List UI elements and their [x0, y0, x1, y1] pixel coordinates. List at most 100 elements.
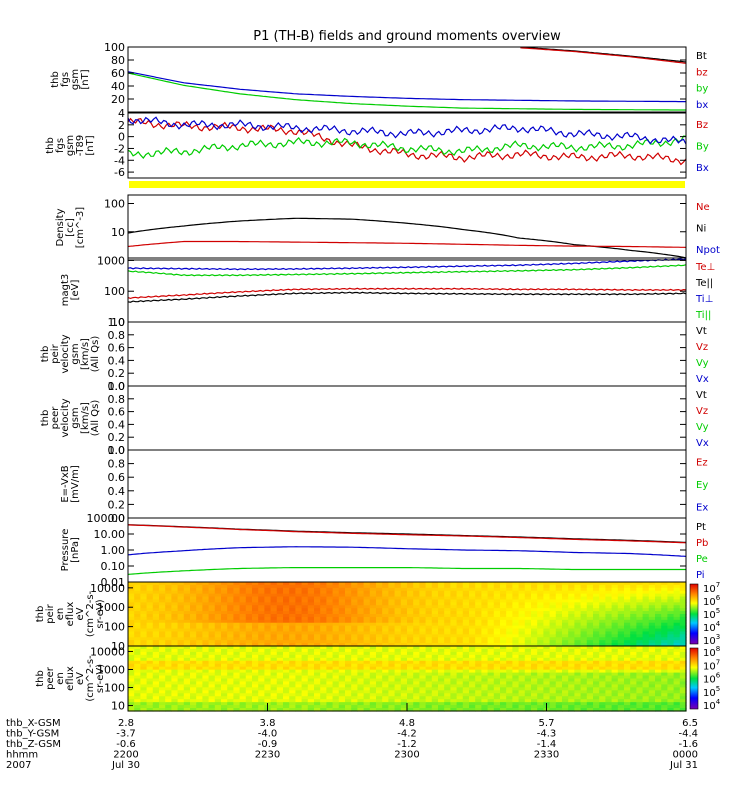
spec-cell: [338, 584, 346, 589]
spec-cell: [599, 643, 606, 647]
spec-cell: [549, 619, 557, 624]
spec-cell: [307, 690, 315, 694]
spec-cell: [444, 705, 451, 709]
ylabel-density-line: [cc]: [65, 218, 76, 237]
spec-cell: [289, 596, 296, 601]
spec-cell: [593, 599, 600, 603]
spec-cell: [605, 637, 613, 641]
spec-cell: [475, 637, 482, 641]
ytick-label: 10.00: [94, 528, 126, 541]
spec-cell: [456, 599, 464, 603]
spec-cell: [605, 640, 613, 644]
spec-cell: [314, 643, 321, 647]
spec-cell: [531, 663, 538, 668]
xtick-label: 4.8: [399, 718, 415, 729]
spec-cell: [450, 602, 458, 606]
spec-cell: [227, 678, 234, 683]
spec-cell: [196, 640, 203, 644]
spec-cell: [252, 681, 259, 685]
spec-cell: [345, 611, 352, 615]
spec-cell: [617, 681, 625, 685]
panel-frame-fgs: [127, 46, 687, 113]
spec-cell: [506, 684, 513, 688]
spec-cell: [636, 608, 644, 612]
spec-cell: [345, 646, 352, 650]
ytick-label: 4: [118, 107, 125, 120]
spec-cell: [642, 663, 650, 668]
spec-cell: [394, 684, 402, 688]
spec-cell: [369, 584, 377, 589]
spec-cell: [214, 646, 222, 650]
spec-cell: [332, 587, 340, 592]
spec-cell: [233, 593, 241, 598]
spec-cell: [679, 693, 687, 697]
spec-cell: [574, 681, 582, 685]
spec-cell: [289, 590, 296, 595]
spec-cell: [177, 660, 185, 665]
spec-cell: [394, 681, 402, 685]
spec-cell: [276, 705, 284, 709]
spec-cell: [450, 690, 458, 694]
spec-cell: [475, 690, 482, 694]
spec-cell: [624, 614, 631, 618]
spec-cell: [394, 675, 402, 680]
ytick-label: 0.4: [108, 354, 126, 367]
spec-cell: [425, 614, 433, 618]
spec-cell: [140, 622, 148, 627]
spec-cell: [351, 619, 358, 624]
spec-cell: [369, 605, 377, 609]
spec-cell: [537, 602, 544, 606]
spec-cell: [493, 637, 501, 641]
spec-cell: [338, 696, 346, 700]
spec-cell: [314, 648, 321, 653]
spec-cell: [376, 693, 383, 697]
spec-cell: [208, 608, 216, 612]
spec-cell: [140, 705, 148, 709]
spec-cell: [673, 678, 681, 683]
spec-cell: [320, 625, 327, 630]
spec-cell: [338, 654, 346, 659]
spec-cell: [202, 693, 210, 697]
spec-cell: [177, 669, 185, 674]
spec-cell: [655, 654, 662, 659]
spec-cell: [605, 651, 613, 656]
spec-cell: [177, 657, 185, 662]
spec-cell: [270, 602, 278, 606]
spec-cell: [599, 608, 606, 612]
spec-cell: [655, 681, 662, 685]
spec-cell: [487, 678, 495, 683]
spec-cell: [369, 582, 377, 586]
spec-cell: [369, 608, 377, 612]
spec-cell: [320, 593, 327, 598]
spec-cell: [301, 587, 309, 592]
spec-cell: [307, 675, 315, 680]
spec-cell: [239, 614, 247, 618]
spec-cell: [655, 611, 662, 615]
spec-cell: [419, 663, 427, 668]
spec-cell: [165, 614, 172, 618]
spec-cell: [394, 596, 402, 601]
spec-cell: [537, 584, 544, 589]
spec-cell: [531, 611, 538, 615]
spec-cell: [146, 666, 154, 671]
spec-cell: [481, 619, 489, 624]
spec-cell: [283, 681, 290, 685]
spec-cell: [314, 582, 321, 586]
spec-cell: [636, 646, 644, 650]
spec-cell: [518, 619, 526, 624]
spec-cell: [450, 605, 458, 609]
spec-cell: [289, 696, 296, 700]
spec-cell: [165, 608, 172, 612]
spec-cell: [369, 663, 377, 668]
spec-cell: [679, 666, 687, 671]
spec-cell: [258, 660, 265, 665]
spec-cell: [146, 616, 154, 621]
spec-cell: [487, 672, 495, 677]
spec-cell: [258, 596, 265, 601]
spec-cell: [183, 690, 191, 694]
spec-cell: [624, 663, 631, 668]
spec-cell: [177, 690, 185, 694]
spec-cell: [673, 690, 681, 694]
spec-cell: [202, 657, 210, 662]
spec-cell: [512, 660, 520, 665]
